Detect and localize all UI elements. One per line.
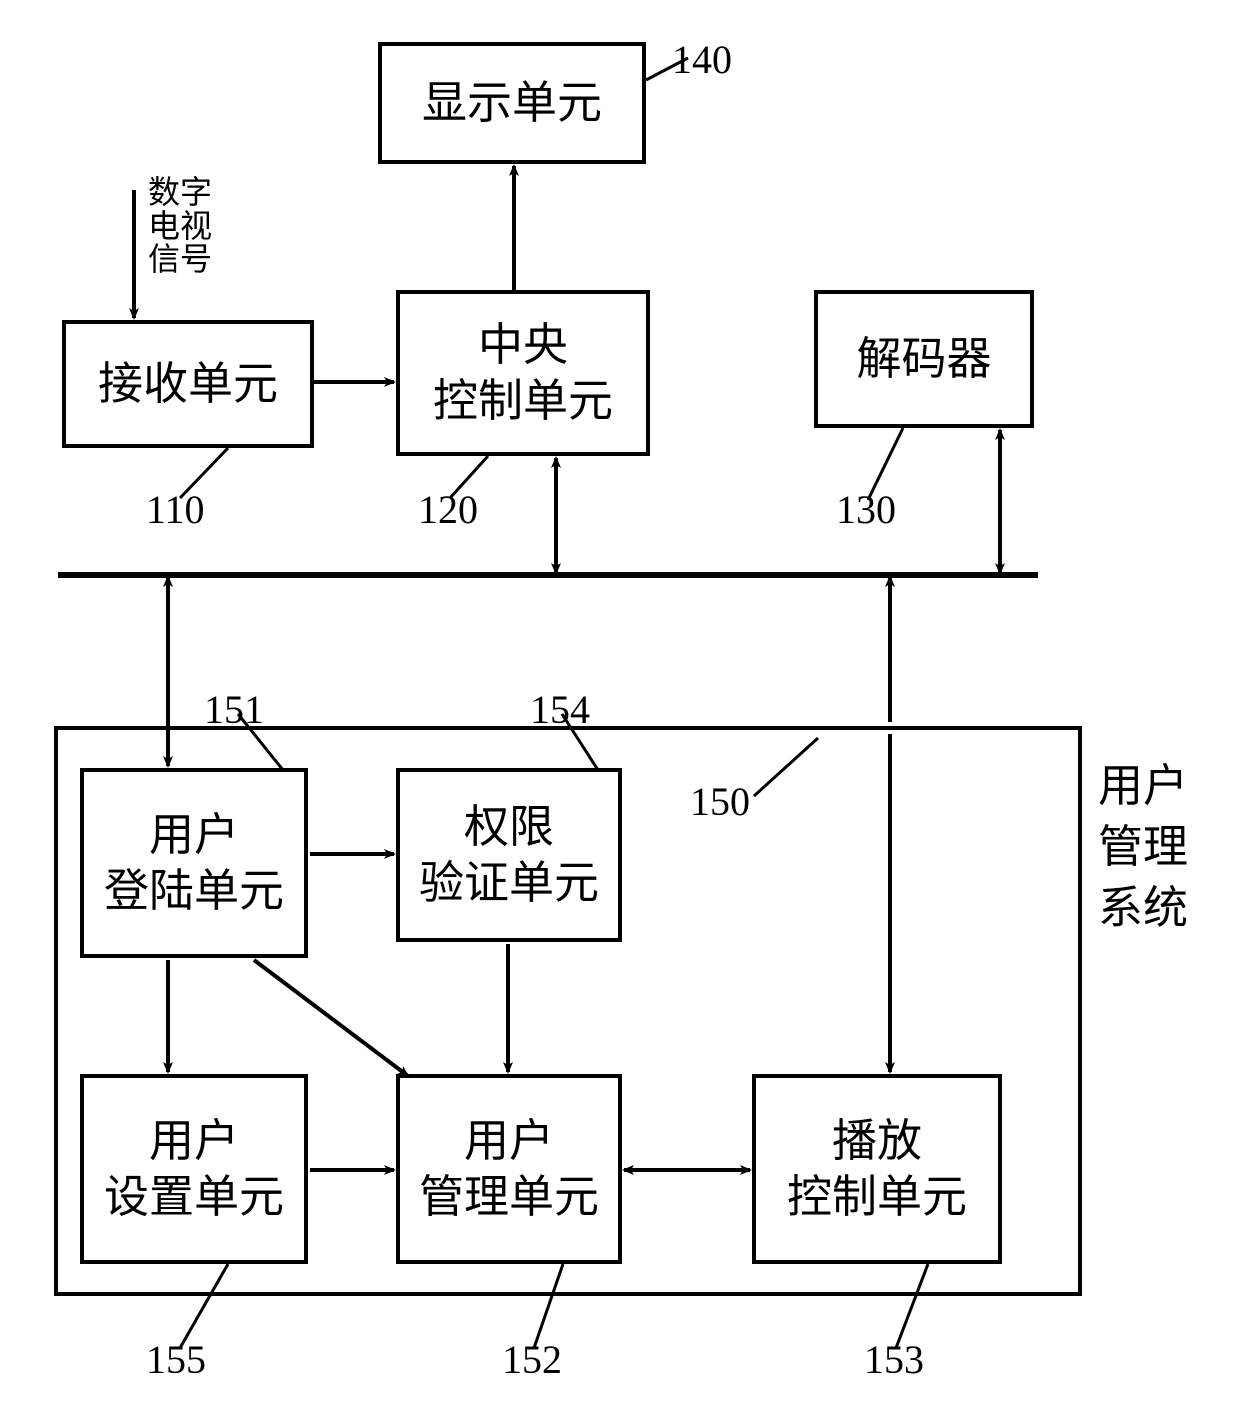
node-permission-verify-unit: 权限 验证单元 — [396, 768, 622, 942]
label-120: 120 — [418, 486, 478, 533]
node-label-line2: 控制单元 — [787, 1169, 967, 1225]
node-decoder: 解码器 — [814, 290, 1034, 428]
node-central-control-unit: 中央 控制单元 — [396, 290, 650, 456]
node-user-settings-unit: 用户 设置单元 — [80, 1074, 308, 1264]
node-label-line2: 管理单元 — [419, 1169, 599, 1225]
node-user-login-unit: 用户 登陆单元 — [80, 768, 308, 958]
node-receive-unit: 接收单元 — [62, 320, 314, 448]
node-label-line1: 用户 — [464, 1113, 554, 1169]
label-152: 152 — [502, 1336, 562, 1383]
node-label-line2: 控制单元 — [433, 373, 613, 429]
node-user-manage-unit: 用户 管理单元 — [396, 1074, 622, 1264]
node-label-line2: 验证单元 — [419, 855, 599, 911]
label-151: 151 — [204, 686, 264, 733]
node-label-line1: 用户 — [149, 1113, 239, 1169]
node-display-unit: 显示单元 — [378, 42, 646, 164]
node-label-line1: 权限 — [464, 799, 554, 855]
label-130: 130 — [836, 486, 896, 533]
label-153: 153 — [864, 1336, 924, 1383]
label-ums: 用户 管理 系统 — [1098, 756, 1188, 938]
node-label-line2: 设置单元 — [104, 1169, 284, 1225]
label-signal: 数字 电视 信号 — [148, 176, 212, 277]
node-label: 接收单元 — [98, 356, 278, 412]
node-label-line1: 用户 — [149, 807, 239, 863]
node-label: 显示单元 — [422, 75, 602, 131]
node-label-line2: 登陆单元 — [104, 863, 284, 919]
label-154: 154 — [530, 686, 590, 733]
label-110: 110 — [146, 486, 205, 533]
node-label-line1: 播放 — [832, 1113, 922, 1169]
label-155: 155 — [146, 1336, 206, 1383]
label-150: 150 — [690, 778, 750, 825]
node-label-line1: 中央 — [478, 317, 568, 373]
label-140: 140 — [672, 36, 732, 83]
diagram-canvas: 显示单元 接收单元 中央 控制单元 解码器 用户 登陆单元 权限 验证单元 用户… — [0, 0, 1239, 1416]
node-playback-control-unit: 播放 控制单元 — [752, 1074, 1002, 1264]
node-label: 解码器 — [856, 331, 991, 387]
